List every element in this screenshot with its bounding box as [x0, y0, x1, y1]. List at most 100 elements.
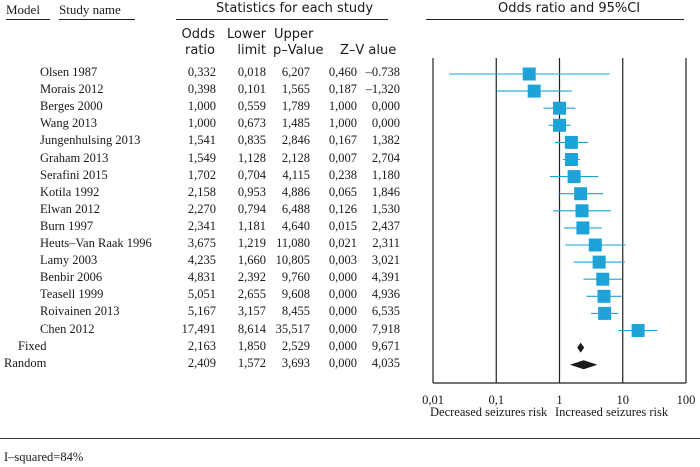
summary-row: Fixed 2,163 1,850 2,529 0,000 9,671 — [0, 339, 430, 357]
x-tick-label: 1 — [556, 393, 562, 407]
odds-ratio-cell: 4,235 — [187, 253, 216, 268]
study-name: Morais 2012 — [40, 82, 104, 97]
x-tick-label: 0,01 — [422, 393, 444, 407]
x-tick-label: 10 — [617, 393, 630, 407]
study-name: Roivainen 2013 — [40, 304, 120, 319]
lower-limit-cell: 0,953 — [237, 184, 266, 199]
odds-ratio-cell: 5,051 — [187, 287, 216, 302]
odds-ratio-cell: 2,341 — [187, 218, 216, 233]
table-row: Wang 2013 1,000 0,673 1,485 1,000 0,000 — [0, 116, 430, 134]
table-row: Chen 2012 17,491 8,614 35,517 0,000 7,918 — [0, 322, 430, 340]
table-row: Elwan 2012 2,270 0,794 6,488 0,126 1,530 — [0, 202, 430, 220]
table-row: Graham 2013 1,549 1,128 2,128 0,007 2,704 — [0, 151, 430, 169]
upper-limit-cell: 1,789 — [281, 99, 310, 114]
odds-ratio-cell: 0,332 — [187, 65, 216, 79]
upper-limit-cell: 2,529 — [281, 338, 310, 353]
upper-limit-cell: 2,128 — [281, 150, 310, 165]
lower-limit-cell: 8,614 — [237, 321, 266, 336]
upper-limit-cell: 6,207 — [281, 65, 310, 79]
x-tick-label: 100 — [677, 393, 696, 407]
increased-risk-label: Increased seizures risk — [555, 405, 669, 419]
p-value-cell: 0,000 — [328, 321, 357, 336]
lower-limit-cell: 1,660 — [237, 253, 266, 268]
z-value-cell: 1,846 — [371, 184, 400, 199]
decreased-risk-label: Decreased seizures risk — [430, 405, 548, 419]
study-name: Wang 2013 — [40, 116, 97, 131]
p-value-cell: 0,126 — [328, 201, 357, 216]
stats-header: Statistics for each study — [216, 1, 374, 16]
table-row: Benbir 2006 4,831 2,392 9,760 0,000 4,391 — [0, 270, 430, 288]
study-name: Random — [4, 355, 47, 370]
random-summary-diamond — [569, 360, 598, 370]
z-value-cell: 9,671 — [371, 338, 400, 353]
z-value-cell: 4,936 — [371, 287, 400, 302]
upper-limit-cell: 11,080 — [276, 236, 310, 250]
study-name: Teasell 1999 — [40, 287, 104, 302]
p-value-cell: 1,000 — [328, 116, 357, 131]
upper-limit-cell: 2,846 — [281, 133, 310, 148]
study-name: Serafini 2015 — [40, 167, 108, 182]
p-value-cell: 0,000 — [328, 287, 357, 302]
lower-limit-cell: 2,392 — [237, 270, 266, 285]
stats-header-underline — [176, 19, 388, 20]
z-value-cell: 2,704 — [371, 150, 400, 165]
lower-limit-cell: 1,181 — [237, 218, 266, 233]
p-value-cell: 0,007 — [328, 150, 357, 165]
p-value-cell: 0,238 — [328, 167, 357, 182]
table-row: Jungenhulsing 2013 1,541 0,835 2,846 0,167 1,… — [0, 133, 430, 151]
study-name: Olsen 1987 — [40, 65, 98, 79]
odds-ratio-cell: 1,000 — [187, 116, 216, 131]
z-value-cell: 2,311 — [372, 236, 400, 250]
odds-ratio-marker — [596, 272, 610, 286]
odds-ratio-cell: 3,675 — [187, 236, 216, 250]
lower-limit-cell: 1,572 — [237, 355, 266, 370]
table-row: Morais 2012 0,398 0,101 1,565 0,187 –1,320 — [0, 82, 430, 100]
p-value-cell: 0,000 — [328, 355, 357, 370]
upper-limit-col-header: Upper — [274, 27, 314, 42]
study-name: Heuts–Van Raak 1996 — [40, 236, 152, 250]
odds-ratio-marker — [576, 221, 590, 235]
upper-limit-cell: 10,805 — [275, 253, 310, 268]
p-value-cell: 0,003 — [328, 253, 357, 268]
z-value-cell: 1,530 — [371, 201, 400, 216]
upper-limit-cell: 4,886 — [281, 184, 310, 199]
lower-limit-cell: 0,559 — [237, 99, 266, 114]
odds-ratio-cell: 1,549 — [187, 150, 216, 165]
lower-limit-cell: 0,704 — [237, 167, 266, 182]
odds-ratio-marker — [522, 67, 536, 81]
p-value-cell: 0,000 — [328, 304, 357, 319]
p-value-cell: 1,000 — [328, 99, 357, 114]
p-value-cell: 0,167 — [328, 133, 357, 148]
z-value-cell: 4,035 — [371, 355, 400, 370]
z-value-cell: 1,180 — [371, 167, 400, 182]
study-name: Graham 2013 — [40, 150, 109, 165]
odds-ratio-marker — [592, 255, 606, 269]
lower-limit-cell: 1,850 — [237, 338, 266, 353]
odds-ratio-marker — [553, 118, 566, 132]
p-value-cell: 0,000 — [328, 338, 357, 353]
odds-ratio-marker — [598, 306, 612, 320]
p-value-cell: 0,065 — [328, 184, 357, 199]
upper-limit-cell: 1,565 — [281, 82, 310, 97]
z-value-col-header: Z–V alue — [340, 43, 397, 58]
study-name: Burn 1997 — [40, 218, 94, 233]
study-name: Fixed — [18, 338, 47, 353]
odds-ratio-cell: 1,000 — [187, 99, 216, 114]
lower-limit-cell: 0,018 — [237, 65, 266, 79]
study-name: Lamy 2003 — [40, 253, 98, 268]
lower-limit-cell: 3,157 — [237, 304, 266, 319]
odds-ratio-cell: 2,158 — [187, 184, 216, 199]
odds-ratio-cell: 17,491 — [181, 321, 216, 336]
z-value-cell: 4,391 — [371, 270, 400, 285]
summary-row: Random 2,409 1,572 3,693 0,000 4,035 — [0, 356, 430, 374]
study-name: Chen 2012 — [40, 321, 95, 336]
fixed-summary-diamond — [577, 342, 585, 353]
odds-ratio-marker — [567, 170, 581, 184]
table-row: Olsen 1987 0,332 0,018 6,207 0,460 –0.738 — [0, 65, 430, 83]
odds-ratio-marker — [575, 204, 589, 218]
model-header: Model — [6, 2, 40, 17]
study-name: Berges 2000 — [40, 99, 103, 114]
odds-ratio-cell: 2,163 — [187, 338, 216, 353]
z-value-cell: 6,535 — [371, 304, 400, 319]
odds-ratio-marker — [565, 153, 579, 166]
